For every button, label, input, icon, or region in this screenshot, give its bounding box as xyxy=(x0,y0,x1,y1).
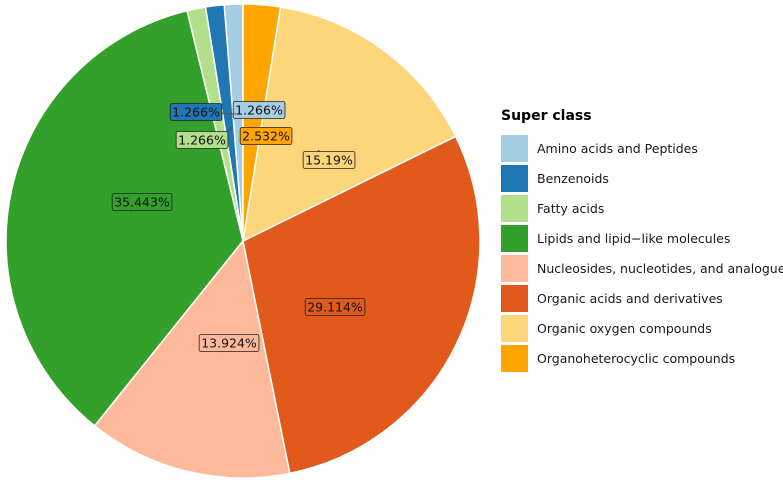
pie-data-label-box xyxy=(304,298,366,316)
legend-label: Organic oxygen compounds xyxy=(537,320,712,336)
pie-data-label-box xyxy=(232,101,286,119)
pie-data-label: 13.924% xyxy=(201,336,257,351)
pie-data-label: 1.266% xyxy=(178,133,226,148)
pie-data-label: 1.266% xyxy=(235,103,283,118)
legend-item: Lipids and lipid−like molecules xyxy=(501,223,783,253)
legend-swatch xyxy=(501,194,528,222)
legend-label: Organoheterocyclic compounds xyxy=(537,350,736,366)
legend-item: Fatty acids xyxy=(501,193,783,223)
legend-item: Amino acids and Peptides xyxy=(501,133,783,163)
legend-items: Amino acids and Peptides Benzenoids Fatty … xyxy=(501,133,783,373)
pie-data-label-box xyxy=(169,103,223,121)
legend-item: Organic acids and derivatives xyxy=(501,283,783,313)
legend-swatch xyxy=(501,164,528,192)
legend-swatch xyxy=(501,134,528,162)
legend-label: Nucleosides, nucleotides, and analogues xyxy=(537,260,783,276)
legend-label: Amino acids and Peptides xyxy=(537,140,698,156)
legend-label: Fatty acids xyxy=(537,200,605,216)
legend-swatch xyxy=(501,314,528,342)
pie-data-label: 1.266% xyxy=(172,105,220,120)
pie-data-label-box xyxy=(111,193,173,211)
pie-data-label-box xyxy=(302,151,356,169)
pie-data-label-box xyxy=(198,334,260,352)
legend-swatch xyxy=(501,254,528,282)
pie-slice xyxy=(93,239,291,479)
legend-label: Benzenoids xyxy=(537,170,609,186)
legend-swatch xyxy=(501,284,528,312)
pie-data-label: 35.443% xyxy=(114,195,170,210)
legend-swatch xyxy=(501,344,528,372)
legend-item: Nucleosides, nucleotides, and analogues xyxy=(501,253,783,283)
legend-title: Super class xyxy=(501,108,592,124)
legend-item: Organic oxygen compounds xyxy=(501,313,783,343)
pie-labels: 1.266% 1.266% 1.266% 35.443% 13.924% 29.114% 1… xyxy=(111,101,366,353)
pie-data-label-box xyxy=(239,127,293,145)
pie-slices xyxy=(5,3,481,479)
legend-item: Organoheterocyclic compounds xyxy=(501,343,783,373)
pie-data-label: 29.114% xyxy=(307,300,363,315)
legend-swatch xyxy=(501,224,528,252)
pie-data-label: 15.19% xyxy=(305,153,353,168)
legend: Super class Amino acids and Peptides Benz… xyxy=(501,108,783,373)
pie-data-label: 2.532% xyxy=(242,129,290,144)
legend-item: Benzenoids xyxy=(501,163,783,193)
legend-label: Organic acids and derivatives xyxy=(537,290,723,306)
pie-data-label-box xyxy=(175,131,229,149)
pie-slice xyxy=(242,6,457,243)
pie-slice xyxy=(242,3,282,242)
legend-label: Lipids and lipid−like molecules xyxy=(537,230,731,246)
